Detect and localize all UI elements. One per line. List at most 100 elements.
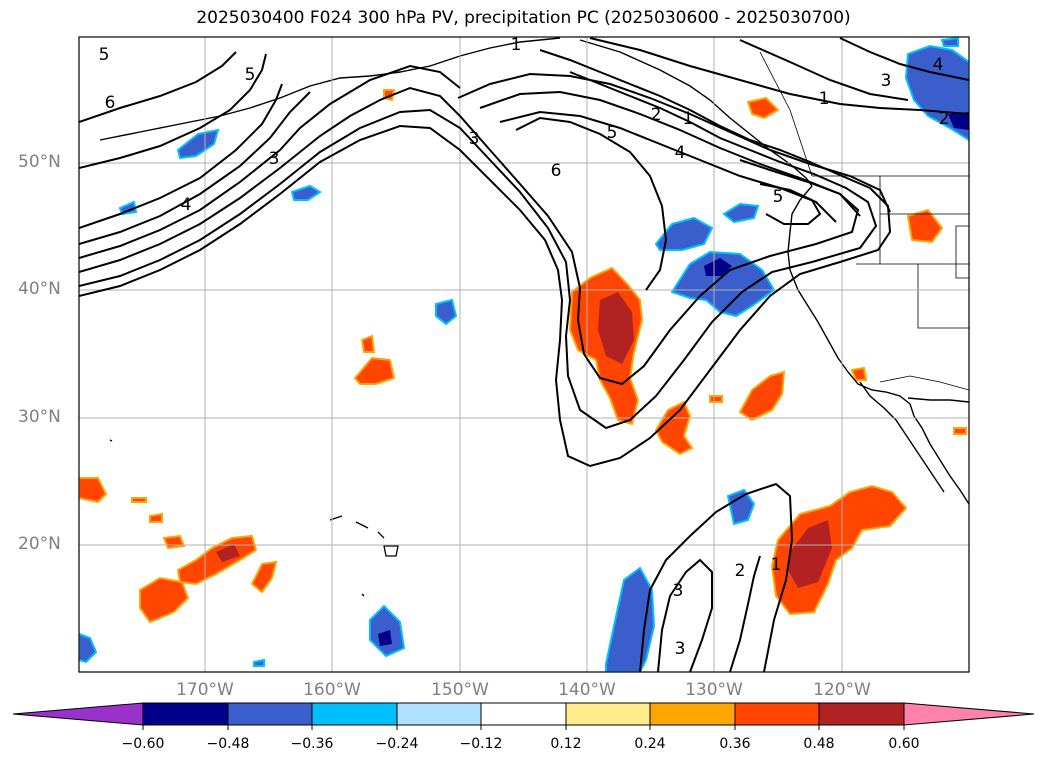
pv-contour-label: 5 <box>99 45 110 65</box>
colorbar-tick-label: −0.60 <box>121 736 165 752</box>
pv-contour <box>79 71 878 430</box>
precipitation-shading <box>79 37 969 672</box>
precip-negative-area <box>670 250 776 318</box>
pv-contour <box>839 37 969 81</box>
graticule <box>79 37 969 672</box>
hawaii-islands <box>329 515 399 557</box>
pv-contour-label: 5 <box>245 65 256 85</box>
north-america-coastline <box>787 185 969 505</box>
precip-positive-area <box>360 334 376 353</box>
precip-positive-core <box>598 292 634 364</box>
pv-contour <box>479 90 861 217</box>
lat-label-50n: 50°N <box>18 152 61 172</box>
precip-positive-area <box>149 512 163 523</box>
pv-contour <box>759 183 822 225</box>
precip-positive-area <box>131 497 147 503</box>
colorbar-segment <box>818 702 905 726</box>
lat-label-40n: 40°N <box>18 279 61 299</box>
us-mexico-border <box>879 375 969 391</box>
colorbar-tick-label: 0.48 <box>803 736 835 752</box>
precip-negative-area <box>176 128 220 160</box>
pv-contours <box>79 37 969 672</box>
alaska-coastline <box>579 39 813 187</box>
pv-contour <box>79 86 860 386</box>
pv-contour-label: 3 <box>269 149 280 169</box>
pv-contour-label: 6 <box>105 93 116 113</box>
colorbar-tick-label: 0.24 <box>634 736 666 752</box>
precip-negative-area <box>435 298 458 326</box>
colorbar-segment <box>565 702 651 726</box>
lon-label-160w: 160°W <box>303 680 361 700</box>
pv-contour-label: 3 <box>881 71 892 91</box>
precip-positive-area <box>953 427 967 435</box>
colorbar-tick-label: 0.12 <box>550 736 582 752</box>
colorbar-tick-label: 0.60 <box>888 736 920 752</box>
precip-positive-area <box>906 208 944 244</box>
pv-contour <box>639 482 794 672</box>
colorbar-segment <box>227 702 313 726</box>
precip-positive-area <box>250 560 278 594</box>
islands <box>109 439 399 597</box>
precip-positive-area <box>176 534 258 586</box>
pv-contour-label: 1 <box>771 555 782 575</box>
precip-positive-core <box>216 544 240 562</box>
pv-contour <box>589 37 969 115</box>
pv-contour <box>515 116 668 291</box>
aleutian-coastline <box>99 37 561 141</box>
precip-positive-area <box>139 576 190 624</box>
colorbar-segment <box>649 702 736 726</box>
colorbar-tick-label: −0.24 <box>375 736 419 752</box>
precip-negative-area <box>940 37 959 47</box>
pv-contour-label: 3 <box>673 581 684 601</box>
precip-positive-area <box>738 370 786 422</box>
precip-negative-core <box>948 112 969 130</box>
colorbar-segment <box>396 702 482 726</box>
precip-negative-area <box>79 632 98 664</box>
precip-negative-area <box>253 658 265 667</box>
pv-contour-label: 2 <box>939 109 950 129</box>
pv-contour-label: 2 <box>735 561 746 581</box>
pv-contour-label: 3 <box>675 639 686 659</box>
lon-label-170w: 170°W <box>176 680 234 700</box>
colorbar-high-extension <box>903 702 1035 726</box>
colorbar-tick-label: 0.36 <box>719 736 751 752</box>
pv-contour <box>79 49 892 468</box>
lon-label-140w: 140°W <box>558 680 616 700</box>
map-frame <box>78 36 970 673</box>
precip-negative-core <box>378 630 392 646</box>
colorbar <box>12 702 1035 730</box>
pv-contour-labels: 5 6 5 4 3 1 3 6 5 2 1 4 5 3 4 2 1 2 3 3 … <box>99 35 950 659</box>
lon-label-150w: 150°W <box>431 680 489 700</box>
precip-positive-area <box>353 356 396 385</box>
colorbar-segment <box>311 702 398 726</box>
colorbar-segment <box>734 702 820 726</box>
precip-negative-area <box>605 566 656 672</box>
pv-contour-label: 6 <box>551 161 562 181</box>
precip-positive-area <box>850 366 868 381</box>
pv-contour-label: 4 <box>675 143 686 163</box>
political-borders <box>759 51 969 391</box>
pv-contour-label: 1 <box>819 89 830 109</box>
pv-contour-label: 3 <box>469 129 480 149</box>
pv-contour <box>499 110 837 223</box>
colorbar-segment <box>142 702 229 726</box>
colorbar-tick-label: −0.48 <box>206 736 250 752</box>
pv-contour-label: 5 <box>607 123 618 143</box>
pv-contour <box>657 558 713 672</box>
colorbar-segment <box>480 702 567 726</box>
precip-negative-area <box>722 202 760 224</box>
island-dot <box>109 439 113 442</box>
precip-positive-area <box>162 534 186 550</box>
precip-positive-area <box>709 395 723 403</box>
lat-label-20n: 20°N <box>18 534 61 554</box>
pv-contour-label: 1 <box>511 35 522 55</box>
colorbar-tick-label: −0.36 <box>290 736 334 752</box>
coastlines <box>99 37 969 505</box>
precip-positive-core <box>788 520 832 588</box>
pv-contour-label: 4 <box>933 55 944 75</box>
pv-contour <box>457 72 891 213</box>
map-content: 5 6 5 4 3 1 3 6 5 2 1 4 5 3 4 2 1 2 3 3 … <box>79 35 969 672</box>
precip-positive-area <box>654 400 694 456</box>
precip-positive-area <box>79 477 108 504</box>
colorbar-tick-label: −0.12 <box>459 736 503 752</box>
